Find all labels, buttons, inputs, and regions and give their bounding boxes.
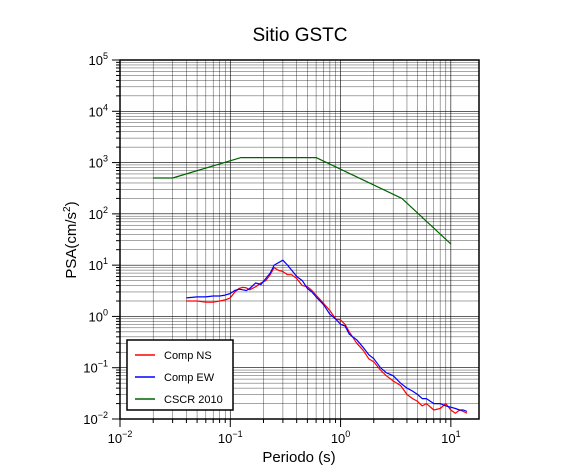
y-tick-label-base: 10 — [89, 53, 103, 68]
y-tick-label-exp: 3 — [103, 154, 108, 164]
x-tick-label: 101 — [441, 429, 460, 446]
series-line-3 — [153, 157, 452, 245]
series-group — [153, 157, 468, 414]
y-tick-label-base: 10 — [83, 412, 97, 427]
y-tick-label: 105 — [89, 51, 108, 68]
x-tick-label-base: 10 — [108, 431, 122, 446]
x-tick-label-exp: −1 — [232, 429, 242, 439]
y-axis-label-exp: 2 — [62, 206, 73, 212]
x-tick-label-exp: 1 — [456, 429, 461, 439]
y-axis-label-base: PSA(cm/s — [63, 212, 80, 279]
y-tick-label-exp: −2 — [98, 410, 108, 420]
y-tick-label: 100 — [89, 307, 108, 324]
y-tick-label-base: 10 — [89, 156, 103, 171]
y-tick-label-exp: 4 — [103, 102, 108, 112]
legend: Comp NS Comp EW CSCR 2010 — [126, 339, 234, 411]
y-tick-label-base: 10 — [89, 309, 103, 324]
x-tick-label-exp: 0 — [345, 429, 350, 439]
x-tick-label-base: 10 — [331, 431, 345, 446]
y-tick-label-exp: 5 — [103, 51, 108, 61]
plot-frame — [119, 59, 480, 420]
x-tick-label: 10−2 — [108, 429, 133, 446]
y-tick-label: 10−2 — [83, 410, 108, 427]
y-axis-label: PSA(cm/s2) — [62, 201, 80, 278]
y-tick-label-base: 10 — [89, 207, 103, 222]
x-tick-label: 100 — [331, 429, 350, 446]
y-tick-label-base: 10 — [89, 104, 103, 119]
x-tick-label-base: 10 — [441, 431, 455, 446]
legend-label: Comp NS — [164, 350, 212, 362]
legend-label: Comp EW — [164, 372, 215, 384]
ticks — [112, 59, 452, 427]
y-tick-label-exp: 1 — [103, 256, 108, 266]
x-tick-label-exp: −2 — [122, 429, 132, 439]
y-tick-label-exp: 2 — [103, 205, 108, 215]
y-tick-label-exp: 0 — [103, 307, 108, 317]
x-axis-label: Periodo (s) — [262, 449, 335, 466]
series-line-2 — [186, 259, 468, 413]
y-tick-label: 101 — [89, 256, 108, 273]
y-tick-label: 103 — [89, 154, 108, 171]
x-tick-label: 10−1 — [218, 429, 243, 446]
y-tick-label: 104 — [89, 102, 108, 119]
series-line-1 — [186, 266, 468, 414]
x-tick-label-base: 10 — [218, 431, 232, 446]
y-axis-label-close: ) — [63, 201, 80, 206]
y-tick-label: 10−1 — [83, 359, 108, 376]
y-tick-label-base: 10 — [83, 361, 97, 376]
chart-title: Sitio GSTC — [252, 25, 347, 46]
legend-label: CSCR 2010 — [164, 394, 223, 406]
y-tick-label-base: 10 — [89, 258, 103, 273]
y-tick-label: 102 — [89, 205, 108, 222]
y-tick-label-exp: −1 — [98, 359, 108, 369]
